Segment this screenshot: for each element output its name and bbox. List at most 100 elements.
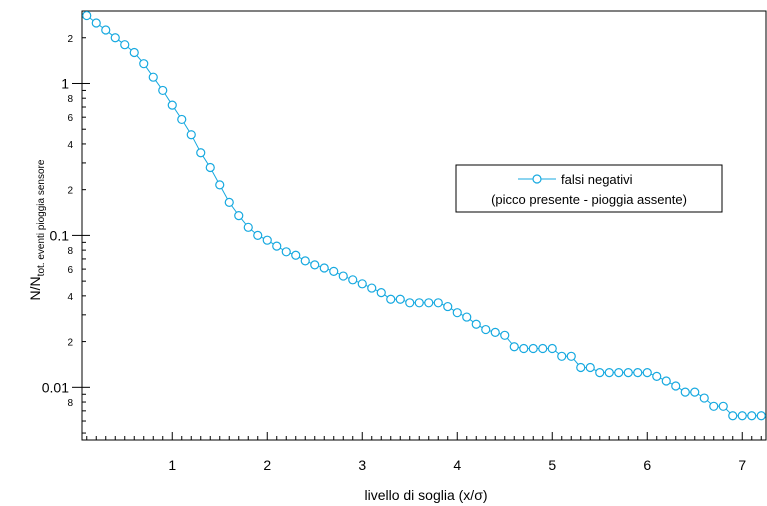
- data-point: [338, 271, 348, 281]
- x-tick-label: 7: [738, 457, 746, 473]
- data-point: [433, 298, 443, 308]
- data-point: [234, 211, 244, 221]
- legend-marker: [532, 174, 542, 184]
- data-point: [129, 47, 139, 58]
- data-point: [348, 275, 358, 285]
- legend-box: [455, 164, 723, 213]
- y-minor-tick-label: 8: [67, 94, 73, 105]
- data-point: [167, 100, 177, 110]
- data-point: [319, 263, 329, 273]
- data-point: [661, 376, 671, 386]
- x-tick-label: 2: [263, 457, 271, 473]
- y-tick-label: 1: [61, 75, 69, 91]
- data-point: [566, 351, 576, 361]
- data-point: [718, 401, 728, 411]
- x-axis: 1 2 3 4 5 6 7: [86, 432, 762, 473]
- data-point: [452, 308, 462, 318]
- data-point: [671, 381, 681, 391]
- data-point: [186, 130, 196, 140]
- data-point: [576, 362, 586, 373]
- data-point: [690, 387, 700, 397]
- data-point: [148, 72, 158, 82]
- data-point: [709, 401, 719, 411]
- y-minor-tick-label: 4: [67, 140, 73, 151]
- x-tick-label: 1: [168, 457, 176, 473]
- data-point: [329, 266, 339, 276]
- data-point: [481, 324, 491, 335]
- y-tick-label: 0.01: [42, 379, 69, 395]
- series-falsi-negativi: [82, 10, 766, 421]
- data-point: [737, 411, 747, 421]
- y-minor-tick-label: 6: [67, 113, 73, 124]
- data-point: [728, 411, 738, 421]
- y-minor-tick-label: 4: [67, 292, 73, 303]
- data-point: [395, 294, 405, 304]
- data-point: [262, 235, 272, 245]
- data-point: [386, 294, 396, 304]
- data-point: [120, 40, 130, 50]
- y-axis-title-subscript: tot. eventi pioggia sensore: [36, 159, 47, 276]
- data-point: [215, 180, 225, 190]
- x-tick-label: 5: [548, 457, 556, 473]
- y-axis: 1 0.1 0.01 2 8 6 4 2 8 6 4 2 8: [42, 10, 90, 434]
- legend: falsi negativi (picco presente - pioggia…: [455, 164, 723, 213]
- y-minor-tick-label: 6: [67, 265, 73, 276]
- data-point: [756, 411, 766, 421]
- legend-label-line2: (picco presente - pioggia assente): [491, 192, 687, 207]
- data-point: [281, 247, 291, 257]
- data-point: [471, 319, 481, 329]
- x-tick-label: 4: [453, 457, 461, 473]
- data-point: [376, 288, 386, 298]
- data-point: [642, 367, 652, 378]
- data-point: [680, 387, 690, 397]
- data-point: [310, 260, 320, 270]
- y-minor-tick-label: 8: [67, 246, 73, 257]
- data-point: [139, 59, 149, 69]
- data-point: [519, 343, 529, 354]
- data-point: [291, 250, 301, 260]
- data-point: [633, 367, 643, 378]
- data-point: [357, 279, 367, 289]
- y-minor-tick-label: 8: [67, 398, 73, 409]
- data-point: [500, 330, 510, 340]
- data-point: [604, 367, 614, 378]
- data-point: [538, 343, 548, 354]
- data-point: [272, 241, 282, 251]
- series-line: [86, 15, 762, 417]
- data-point: [91, 18, 101, 28]
- data-point: [101, 25, 111, 35]
- data-point: [623, 367, 633, 378]
- data-point: [424, 298, 434, 308]
- data-point: [253, 230, 263, 240]
- y-minor-tick-label: 2: [67, 186, 73, 197]
- data-point: [699, 393, 709, 403]
- data-point: [243, 222, 253, 232]
- y-minor-tick-label: 2: [67, 34, 73, 45]
- data-point: [224, 197, 234, 207]
- data-point: [747, 411, 757, 421]
- data-point: [82, 10, 92, 21]
- x-axis-title: livello di soglia (x/σ): [364, 487, 487, 503]
- data-point: [405, 298, 415, 308]
- x-tick-label: 3: [358, 457, 366, 473]
- data-point: [205, 162, 215, 173]
- data-point: [595, 367, 605, 378]
- y-tick-label: 0.1: [50, 227, 70, 243]
- plot-frame: [81, 10, 767, 441]
- data-point: [509, 342, 519, 352]
- data-point: [585, 362, 595, 373]
- data-point: [177, 114, 187, 125]
- legend-label-line1: falsi negativi: [561, 172, 633, 187]
- data-point: [490, 327, 500, 337]
- data-point: [462, 312, 472, 322]
- data-point: [443, 301, 453, 312]
- data-point: [158, 85, 168, 96]
- data-point: [557, 351, 567, 361]
- data-point: [110, 33, 120, 43]
- data-point: [614, 367, 624, 378]
- data-point: [300, 256, 310, 266]
- y-minor-tick-label: 2: [67, 338, 73, 349]
- y-axis-title-main: N/N: [27, 276, 43, 300]
- data-point: [414, 298, 424, 308]
